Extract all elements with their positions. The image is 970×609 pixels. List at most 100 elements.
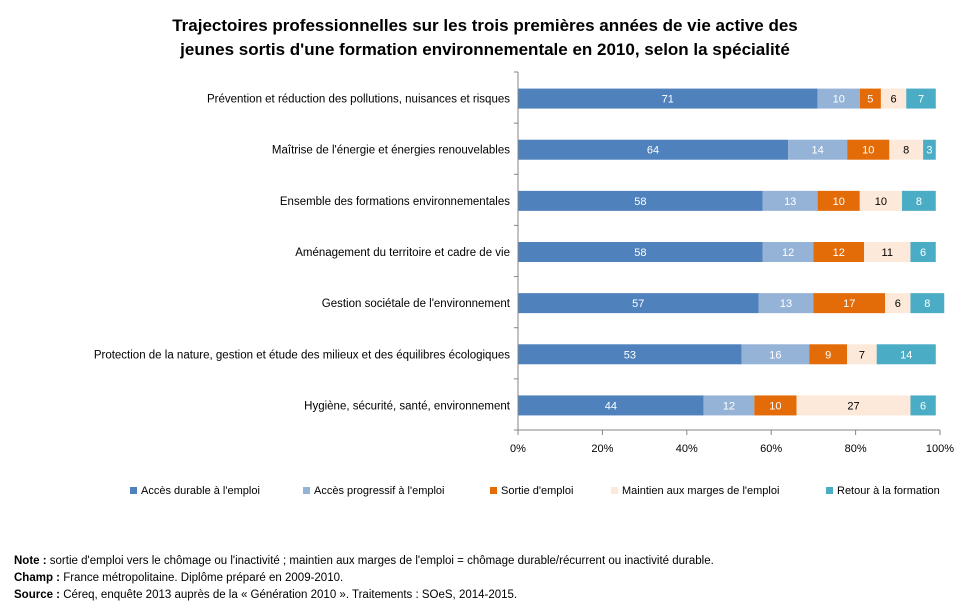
bar-segment bbox=[762, 242, 814, 262]
bar-data-label: 6 bbox=[920, 247, 926, 259]
bar-data-label: 7 bbox=[859, 349, 865, 361]
bar-data-label: 8 bbox=[924, 298, 930, 310]
category-label: Protection de la nature, gestion et étud… bbox=[94, 349, 510, 361]
bar-data-label: 71 bbox=[662, 94, 674, 106]
bar-data-label: 3 bbox=[926, 145, 932, 157]
bar-data-label: 12 bbox=[782, 247, 794, 259]
champ-line: Champ : France métropolitaine. Diplôme p… bbox=[14, 570, 714, 587]
bar-data-label: 64 bbox=[647, 145, 659, 157]
bar-segment bbox=[741, 344, 810, 365]
bar-segment bbox=[796, 395, 911, 416]
bar-segment bbox=[809, 344, 848, 365]
legend-label: Maintien aux marges de l'emploi bbox=[622, 485, 779, 497]
bar-data-label: 53 bbox=[624, 349, 636, 361]
champ-label: Champ : bbox=[14, 572, 60, 584]
source-line: Source : Céreq, enquête 2013 auprès de l… bbox=[14, 587, 714, 604]
bar-segment bbox=[813, 242, 865, 262]
bar-segment bbox=[923, 139, 936, 160]
bar-data-label: 10 bbox=[875, 196, 887, 208]
bar-segment bbox=[885, 293, 911, 314]
bar-segment bbox=[910, 395, 936, 416]
bar-data-label: 58 bbox=[634, 247, 646, 259]
bar-data-label: 6 bbox=[895, 298, 901, 310]
bar-data-label: 16 bbox=[769, 349, 781, 361]
bar-data-label: 8 bbox=[916, 196, 922, 208]
chart-title-line-1: Trajectoires professionnelles sur les tr… bbox=[172, 16, 798, 35]
bar-segment bbox=[876, 344, 936, 365]
bar-segment bbox=[762, 190, 818, 211]
category-label: Hygiène, sécurité, santé, environnement bbox=[304, 400, 511, 412]
category-label: Aménagement du territoire et cadre de vi… bbox=[295, 247, 510, 259]
x-tick-label: 100% bbox=[926, 443, 954, 455]
legend-swatch bbox=[303, 487, 310, 494]
bar-data-label: 10 bbox=[769, 400, 781, 412]
bar-segment bbox=[859, 88, 881, 109]
x-tick-label: 80% bbox=[845, 443, 867, 455]
bar-data-label: 14 bbox=[811, 145, 823, 157]
bar-data-label: 12 bbox=[833, 247, 845, 259]
bar-data-label: 44 bbox=[605, 400, 617, 412]
bar-data-label: 14 bbox=[900, 349, 912, 361]
category-label: Prévention et réduction des pollutions, … bbox=[207, 94, 510, 106]
note-text: sortie d'emploi vers le chômage ou l'ina… bbox=[46, 555, 714, 567]
bar-data-label: 10 bbox=[862, 145, 874, 157]
category-label: Maîtrise de l'énergie et énergies renouv… bbox=[272, 145, 510, 157]
bar-data-label: 17 bbox=[843, 298, 855, 310]
legend-label: Sortie d'emploi bbox=[501, 485, 573, 497]
legend-swatch bbox=[490, 487, 497, 494]
chart-notes: Note : sortie d'emploi vers le chômage o… bbox=[14, 553, 714, 604]
bar-data-label: 58 bbox=[634, 196, 646, 208]
bar-data-label: 12 bbox=[723, 400, 735, 412]
bar-data-label: 8 bbox=[903, 145, 909, 157]
bar-data-label: 7 bbox=[918, 94, 924, 106]
bar-segment bbox=[518, 344, 742, 365]
bar-data-label: 57 bbox=[632, 298, 644, 310]
bar-data-label: 10 bbox=[833, 94, 845, 106]
bar-data-label: 6 bbox=[891, 94, 897, 106]
bar-data-label: 13 bbox=[784, 196, 796, 208]
bar-segment bbox=[518, 190, 763, 211]
legend-swatch bbox=[611, 487, 618, 494]
bar-segment bbox=[859, 190, 903, 211]
bar-segment bbox=[754, 395, 797, 416]
bar-segment bbox=[518, 293, 759, 314]
bar-data-label: 10 bbox=[833, 196, 845, 208]
category-label: Ensemble des formations environnementale… bbox=[280, 196, 510, 208]
legend-label: Accès durable à l'emploi bbox=[141, 485, 260, 497]
source-text: Céreq, enquête 2013 auprès de la « Génér… bbox=[60, 589, 518, 601]
legend-label: Accès progressif à l'emploi bbox=[314, 485, 445, 497]
bar-data-label: 13 bbox=[780, 298, 792, 310]
bar-segment bbox=[817, 88, 860, 109]
bar-segment bbox=[758, 293, 814, 314]
bar-segment bbox=[813, 293, 886, 314]
bar-segment bbox=[864, 242, 911, 262]
note-line: Note : sortie d'emploi vers le chômage o… bbox=[14, 553, 714, 570]
bar-data-label: 11 bbox=[882, 247, 893, 259]
x-tick-label: 20% bbox=[591, 443, 613, 455]
bar-data-label: 9 bbox=[825, 349, 831, 361]
bar-segment bbox=[703, 395, 755, 416]
x-tick-label: 0% bbox=[510, 443, 526, 455]
note-label: Note : bbox=[14, 555, 47, 567]
legend-swatch bbox=[826, 487, 833, 494]
source-label: Source : bbox=[14, 589, 61, 601]
bar-segment bbox=[910, 242, 936, 262]
bar-segment bbox=[906, 88, 936, 109]
bar-data-label: 27 bbox=[847, 400, 859, 412]
legend-label: Retour à la formation bbox=[837, 485, 940, 497]
category-label: Gestion sociétale de l'environnement bbox=[322, 298, 511, 310]
x-tick-label: 60% bbox=[760, 443, 782, 455]
bar-segment bbox=[788, 139, 848, 160]
x-tick-label: 40% bbox=[676, 443, 698, 455]
bar-data-label: 6 bbox=[920, 400, 926, 412]
legend-swatch bbox=[130, 487, 137, 494]
bar-segment bbox=[902, 190, 936, 211]
champ-text: France métropolitaine. Diplôme préparé e… bbox=[60, 572, 344, 584]
bar-segment bbox=[889, 139, 924, 160]
bar-segment bbox=[847, 344, 877, 365]
bar-segment bbox=[880, 88, 907, 109]
bar-segment bbox=[847, 139, 890, 160]
bar-data-label: 5 bbox=[867, 94, 873, 106]
bar-segment bbox=[518, 139, 789, 160]
